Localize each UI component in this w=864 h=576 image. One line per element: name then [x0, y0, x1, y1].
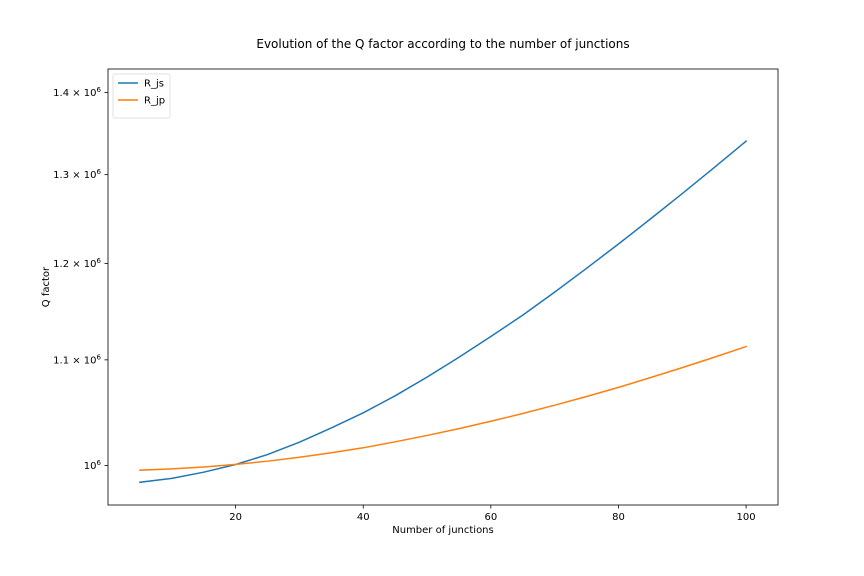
y-tick-label: 1.3 × 106 [53, 168, 101, 181]
y-tick-exponent: 6 [97, 86, 102, 94]
x-axis-label: Number of junctions [392, 525, 493, 536]
axes-frame [107, 68, 779, 506]
y-tick-exponent: 6 [97, 257, 102, 265]
series-line-r-jp [139, 345, 748, 471]
y-tick-label: 1.1 × 106 [53, 353, 101, 366]
x-tick-label: 40 [357, 512, 370, 523]
y-tick-base: 1.2 × 10 [53, 259, 96, 270]
series-line-r-js [139, 140, 748, 484]
x-tick-label: 20 [229, 512, 242, 523]
y-tick-label: 106 [84, 459, 102, 472]
plot-area [139, 140, 748, 484]
y-tick-base: 10 [84, 461, 97, 472]
chart-title: Evolution of the Q factor according to t… [256, 37, 629, 51]
y-tick-exponent: 6 [97, 168, 102, 176]
y-tick-exponent: 6 [97, 459, 102, 467]
y-axis-label: Q factor [41, 266, 52, 307]
x-tick-label: 80 [612, 512, 625, 523]
y-tick-label: 1.4 × 106 [53, 86, 101, 99]
y-tick-exponent: 6 [97, 353, 102, 361]
x-axis-ticks: 20 40 60 80 100 [229, 505, 756, 523]
legend: R_js R_jp [112, 73, 171, 119]
y-tick-base: 1.3 × 10 [53, 170, 96, 181]
legend-frame [112, 73, 171, 119]
legend-label: R_jp [144, 96, 165, 107]
y-tick-base: 1.4 × 10 [53, 88, 96, 99]
x-tick-label: 100 [737, 512, 756, 523]
y-tick-label: 1.2 × 106 [53, 257, 101, 270]
x-tick-label: 60 [484, 512, 497, 523]
legend-label: R_js [144, 79, 164, 90]
y-tick-base: 1.1 × 10 [53, 355, 96, 366]
